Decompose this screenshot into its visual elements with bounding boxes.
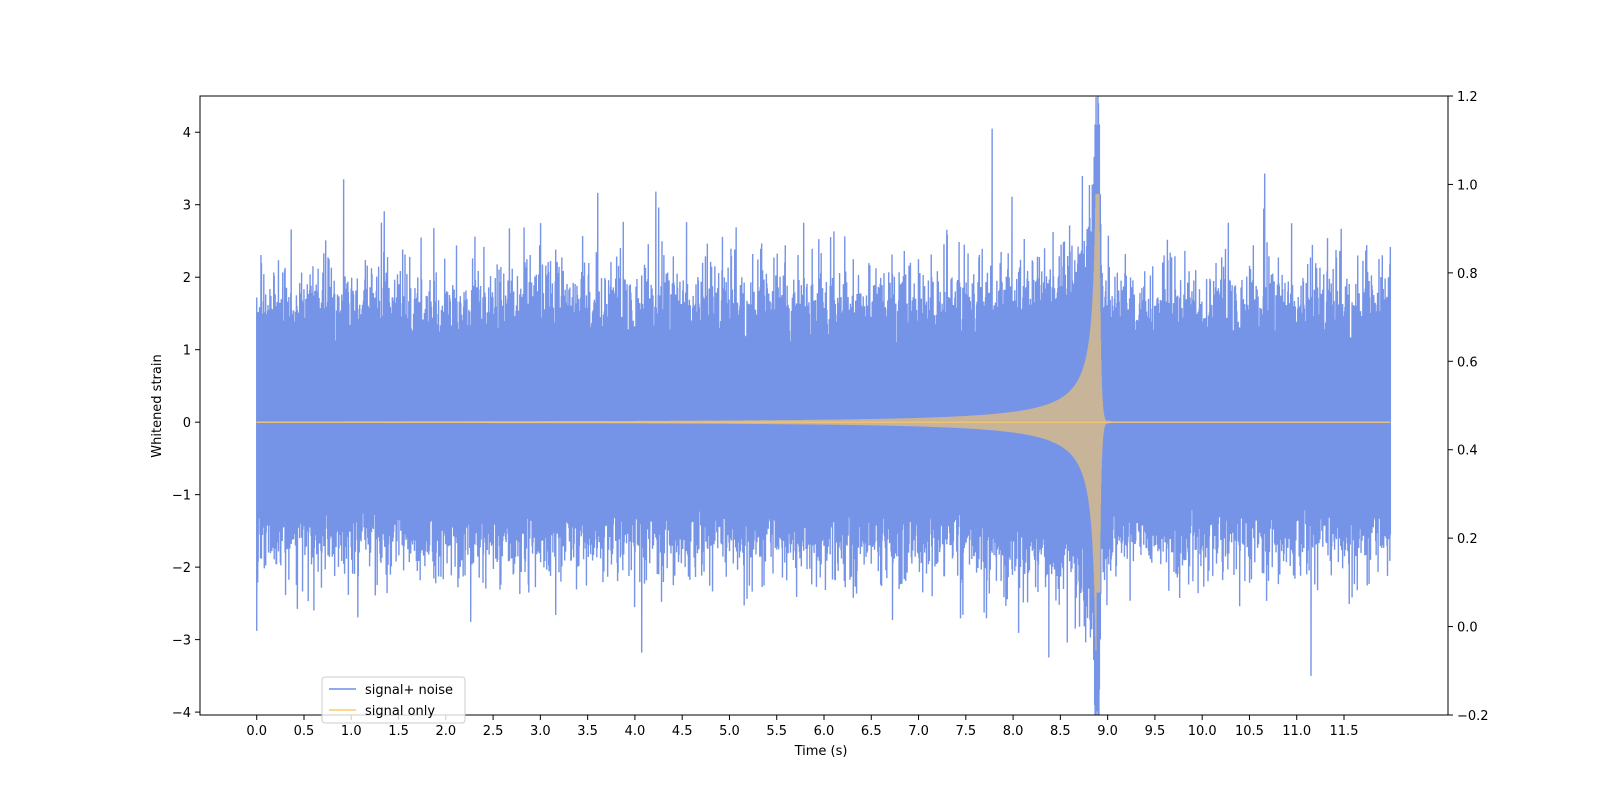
x-tick-label: 4.0 [625, 724, 646, 739]
x-tick-label: 6.0 [814, 724, 835, 739]
x-tick-label: 9.5 [1145, 724, 1166, 739]
x-axis-label: Time (s) [794, 744, 848, 759]
x-tick-label: 10.5 [1235, 724, 1264, 739]
x-tick-label: 7.0 [908, 724, 929, 739]
y2-tick-label: 1.0 [1457, 178, 1478, 193]
x-tick-label: 0.5 [294, 724, 315, 739]
legend-box [321, 676, 466, 724]
x-tick-label: 2.0 [435, 724, 456, 739]
x-tick-label: 0.0 [246, 724, 267, 739]
x-tick-label: 2.5 [483, 724, 504, 739]
signal-noise-line [256, 96, 1392, 715]
x-tick-label: 6.5 [861, 724, 882, 739]
x-tick-label: 5.5 [766, 724, 787, 739]
y-tick-label: −1 [172, 489, 191, 504]
legend-label-signal-only: signal only [365, 704, 435, 719]
x-tick-label: 11.5 [1330, 724, 1359, 739]
y-tick-label: −3 [172, 634, 191, 649]
x-tick-label: 3.0 [530, 724, 551, 739]
x-tick-label: 11.0 [1282, 724, 1311, 739]
series-signal-noise [256, 96, 1392, 715]
y2-tick-label: 1.2 [1457, 90, 1478, 105]
y2-tick-label: 0.0 [1457, 621, 1478, 636]
x-tick-label: 5.0 [719, 724, 740, 739]
y-tick-label: 0 [183, 416, 191, 431]
legend-label-signal-noise: signal+ noise [365, 683, 453, 698]
y2-tick-label: 0.6 [1457, 355, 1478, 370]
y2-tick-label: −0.2 [1457, 709, 1489, 724]
x-tick-label: 1.0 [341, 724, 362, 739]
y-tick-label: −4 [172, 706, 191, 721]
x-tick-label: 9.0 [1097, 724, 1118, 739]
y-tick-label: −2 [172, 561, 191, 576]
x-tick-label: 8.0 [1003, 724, 1024, 739]
legend: signal+ noise signal only [321, 676, 466, 724]
series-signal-only [256, 193, 1391, 651]
y2-tick-label: 0.4 [1457, 444, 1478, 459]
x-tick-label: 7.5 [955, 724, 976, 739]
x-tick-label: 4.5 [672, 724, 693, 739]
x-tick-label: 10.0 [1188, 724, 1217, 739]
y-axis-right: −0.2 0.0 0.2 0.4 0.6 0.8 1.0 1.2 [1448, 90, 1489, 724]
x-tick-label: 3.5 [577, 724, 598, 739]
x-axis: 0.0 0.5 1.0 1.5 2.0 2.5 3.0 3.5 4.0 4.5 5.0 5.5 6.0 6… [246, 715, 1358, 739]
y-tick-label: 4 [183, 126, 191, 141]
y-axis-left: −4 −3 −2 −1 0 1 2 3 4 [172, 126, 200, 721]
y2-tick-label: 0.8 [1457, 267, 1478, 282]
y-tick-label: 2 [183, 271, 191, 286]
y-tick-label: 1 [183, 344, 191, 359]
y-axis-label: Whitened strain [150, 354, 165, 457]
x-tick-label: 8.5 [1050, 724, 1071, 739]
x-tick-label: 1.5 [388, 724, 409, 739]
y2-tick-label: 0.2 [1457, 532, 1478, 547]
y-tick-label: 3 [183, 199, 191, 214]
